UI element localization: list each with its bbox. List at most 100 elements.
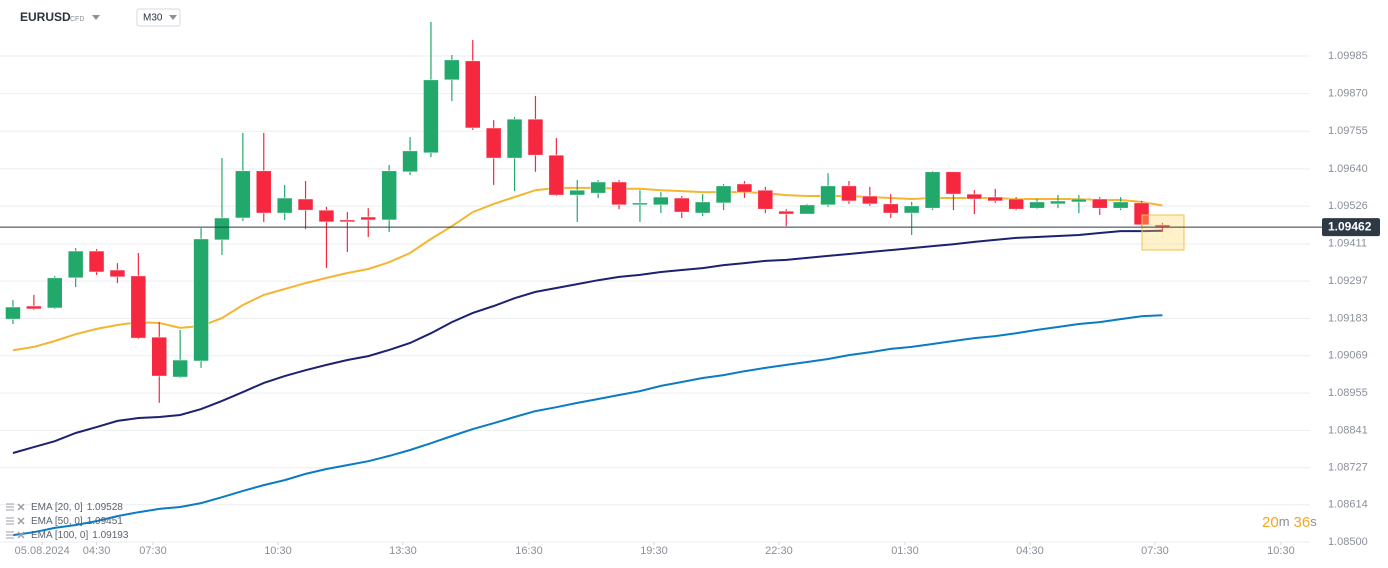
countdown-seconds-unit: s (1310, 514, 1317, 529)
x-tick-label: 22:30 (765, 545, 793, 557)
x-tick-label: 13:30 (389, 545, 417, 557)
x-tick-label: 10:30 (1267, 545, 1295, 557)
candle-body (548, 154, 565, 196)
legend-value: 1.09451 (87, 516, 124, 527)
candle-body (381, 170, 397, 221)
candle-body (653, 196, 669, 206)
candle-body (1091, 198, 1108, 209)
candle-body (527, 118, 544, 156)
candle-body (1112, 201, 1129, 209)
y-tick-label: 1.08841 (1328, 424, 1368, 436)
candle-body (67, 250, 84, 279)
candle-body (151, 336, 168, 377)
x-tick-label: 04:30 (83, 545, 111, 557)
candle-body (674, 197, 690, 213)
candle-body (841, 185, 857, 202)
candle-body (903, 205, 920, 214)
legend-close-icon (17, 517, 25, 525)
symbol-dropdown[interactable] (92, 15, 100, 20)
timeframe-dropdown[interactable] (169, 15, 177, 20)
candle-body (193, 238, 209, 362)
grid (0, 55, 1310, 545)
x-tick-label: 07:30 (1141, 545, 1169, 557)
candle-body (966, 193, 983, 200)
countdown-minutes-unit: m (1279, 514, 1290, 529)
candle-body (862, 195, 878, 205)
candle-body (694, 201, 711, 214)
y-tick-label: 1.08614 (1328, 499, 1368, 511)
candle-body (882, 203, 899, 214)
candle-body (506, 118, 523, 159)
candle-body (423, 79, 439, 154)
candle-body (757, 189, 774, 210)
legend-close-icon (17, 531, 25, 539)
candle-body (945, 171, 962, 195)
y-tick-label: 1.08955 (1328, 387, 1368, 399)
countdown-seconds: 36 (1294, 514, 1311, 531)
ema-line (12, 314, 1163, 537)
candle-body (130, 275, 147, 339)
x-tick-label: 16:30 (515, 545, 543, 557)
candle-body (297, 198, 314, 211)
x-tick-label: 19:30 (640, 545, 668, 557)
current-price-label: 1.09462 (1328, 219, 1372, 233)
y-tick-label: 1.09297 (1328, 275, 1368, 287)
countdown: 20m 36s (1262, 514, 1317, 531)
candle-body (569, 189, 586, 196)
timeframe-button[interactable] (136, 8, 181, 27)
y-tick-label: 1.09640 (1328, 163, 1368, 175)
instrument-type: CFD (70, 16, 84, 23)
candle-body (590, 181, 606, 194)
legend-name: EMA [50, 0] (31, 516, 83, 527)
candle-body (778, 210, 795, 215)
candle-body (235, 170, 251, 219)
candle-body (736, 183, 753, 193)
x-tick-label: 05.08.2024 (15, 545, 70, 557)
candle-body (318, 209, 335, 223)
candle-body (26, 305, 42, 310)
candle-body (339, 219, 356, 223)
candle-body (444, 59, 460, 81)
legend-entry: EMA [50, 0] 1.09451 (31, 516, 123, 527)
candle-body (1050, 200, 1066, 205)
legend-entry: EMA [20, 0] 1.09528 (31, 502, 123, 513)
legend-close-icon (17, 503, 25, 511)
legend-value: 1.09528 (87, 502, 124, 513)
candle-body (485, 127, 502, 159)
last-candle-highlight (1141, 214, 1185, 251)
candle-body (5, 306, 21, 320)
candle-body (632, 202, 648, 206)
x-tick-label: 04:30 (1016, 545, 1044, 557)
y-tick-label: 1.08727 (1328, 462, 1368, 474)
symbol[interactable]: EURUSD (20, 10, 71, 24)
legend-value: 1.09193 (92, 530, 129, 541)
candle-body (820, 185, 836, 206)
candle-body (88, 250, 105, 273)
candle-body (276, 197, 293, 214)
y-tick-label: 1.08500 (1328, 536, 1368, 548)
candle-body (1008, 198, 1024, 210)
legend-entry: EMA [100, 0] 1.09193 (31, 530, 129, 541)
candle-body (1071, 198, 1087, 203)
y-tick-label: 1.09870 (1328, 88, 1368, 100)
ema-line (12, 186, 1163, 352)
ema-line (12, 229, 1163, 454)
candle-body (715, 185, 732, 204)
current-price-box (1322, 218, 1380, 237)
countdown-minutes: 20 (1262, 514, 1279, 531)
candle-body (172, 359, 188, 378)
candle-body (214, 217, 230, 241)
timeframe[interactable]: M30 (143, 13, 163, 24)
candle-body (109, 269, 126, 278)
y-tick-label: 1.09526 (1328, 200, 1368, 212)
y-tick-label: 1.09183 (1328, 312, 1368, 324)
legend-name: EMA [100, 0] (31, 530, 88, 541)
y-tick-label: 1.09069 (1328, 350, 1368, 362)
candle-body (47, 277, 63, 309)
y-tick-label: 1.09411 (1328, 238, 1367, 250)
candle-body (1029, 201, 1045, 209)
candle-body (987, 196, 1003, 202)
candle-body (799, 204, 815, 215)
